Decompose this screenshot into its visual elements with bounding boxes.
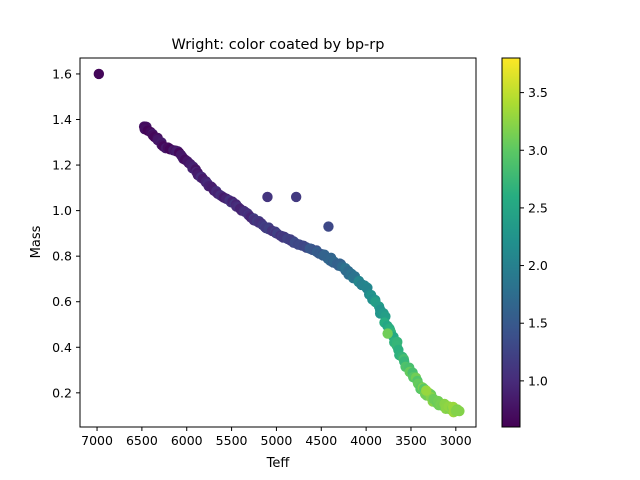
colorbar-tick-label: 1.0 <box>528 373 548 388</box>
y-tick-label: 0.4 <box>52 340 72 355</box>
y-tick-label: 0.6 <box>52 294 72 309</box>
colorbar-tick-label: 3.0 <box>528 143 548 158</box>
x-tick-label: 4000 <box>350 433 382 448</box>
colorbar-tick-label: 3.5 <box>528 85 548 100</box>
x-axis-ticks: 7000 6500 6000 5500 5000 4500 4000 3500 3000 <box>81 427 472 448</box>
x-tick-label: 3000 <box>440 433 472 448</box>
x-tick-label: 3500 <box>395 433 427 448</box>
data-point <box>290 191 302 203</box>
colorbar-tick-label: 1.5 <box>528 316 548 331</box>
data-point <box>93 68 105 80</box>
data-point <box>323 221 334 232</box>
colorbar-tick-label: 2.5 <box>528 200 548 215</box>
x-tick-label: 5000 <box>261 433 293 448</box>
data-points <box>93 68 465 418</box>
y-axis-label: Mass <box>29 225 44 258</box>
y-tick-label: 1.4 <box>52 112 72 127</box>
x-tick-label: 6500 <box>126 433 158 448</box>
x-tick-label: 5500 <box>216 433 248 448</box>
x-tick-label: 4500 <box>305 433 337 448</box>
colorbar-ticks: 1.0 1.5 2.0 2.5 3.0 3.5 <box>520 85 548 388</box>
x-tick-label: 7000 <box>81 433 113 448</box>
colorbar-tick-label: 2.0 <box>528 258 548 273</box>
plot-frame <box>79 57 477 428</box>
data-point <box>450 405 462 417</box>
data-point <box>382 328 393 339</box>
data-point <box>421 385 432 396</box>
data-point <box>262 191 273 203</box>
y-tick-label: 1.2 <box>52 158 72 173</box>
chart-title: Wright: color coated by bp-rp <box>172 37 385 53</box>
y-tick-label: 0.8 <box>52 249 72 264</box>
y-tick-label: 1.0 <box>52 203 72 218</box>
x-tick-label: 6000 <box>171 433 203 448</box>
y-tick-label: 0.2 <box>52 385 72 400</box>
y-axis-ticks: 0.2 0.4 0.6 0.8 1.0 1.2 1.4 1.6 <box>52 66 80 400</box>
y-tick-label: 1.6 <box>52 66 72 81</box>
colorbar <box>501 57 521 428</box>
x-axis-label: Teff <box>266 456 291 471</box>
